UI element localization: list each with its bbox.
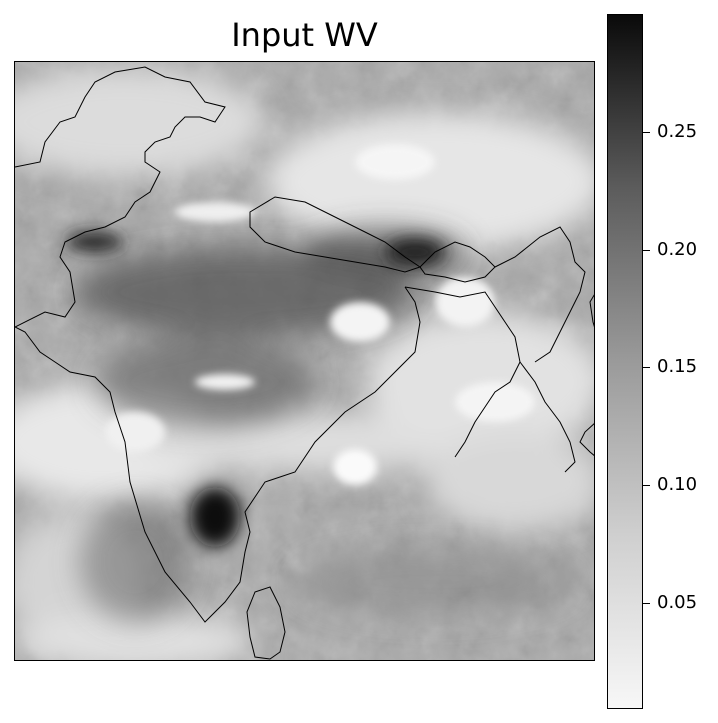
colorbar-tick (643, 485, 650, 487)
colorbar (607, 14, 643, 709)
colorbar-tick-label: 0.05 (657, 591, 698, 613)
colorbar-tick (643, 367, 650, 369)
wv-dark-cores (65, 232, 445, 547)
colorbar-tick (643, 602, 650, 604)
colorbar-tick (643, 131, 650, 133)
colorbar-tick-label: 0.15 (657, 356, 698, 378)
colorbar-tick-label: 0.25 (657, 120, 698, 142)
colorbar-tick-label: 0.20 (657, 238, 698, 260)
wv-cloud-tops (105, 144, 535, 485)
colorbar-tick (643, 249, 650, 251)
map-title: Input WV (231, 16, 378, 54)
map-panel (14, 61, 595, 661)
water-vapour-map (15, 62, 594, 660)
colorbar-tick-label: 0.10 (657, 474, 698, 496)
country-borders-icon (15, 66, 594, 660)
